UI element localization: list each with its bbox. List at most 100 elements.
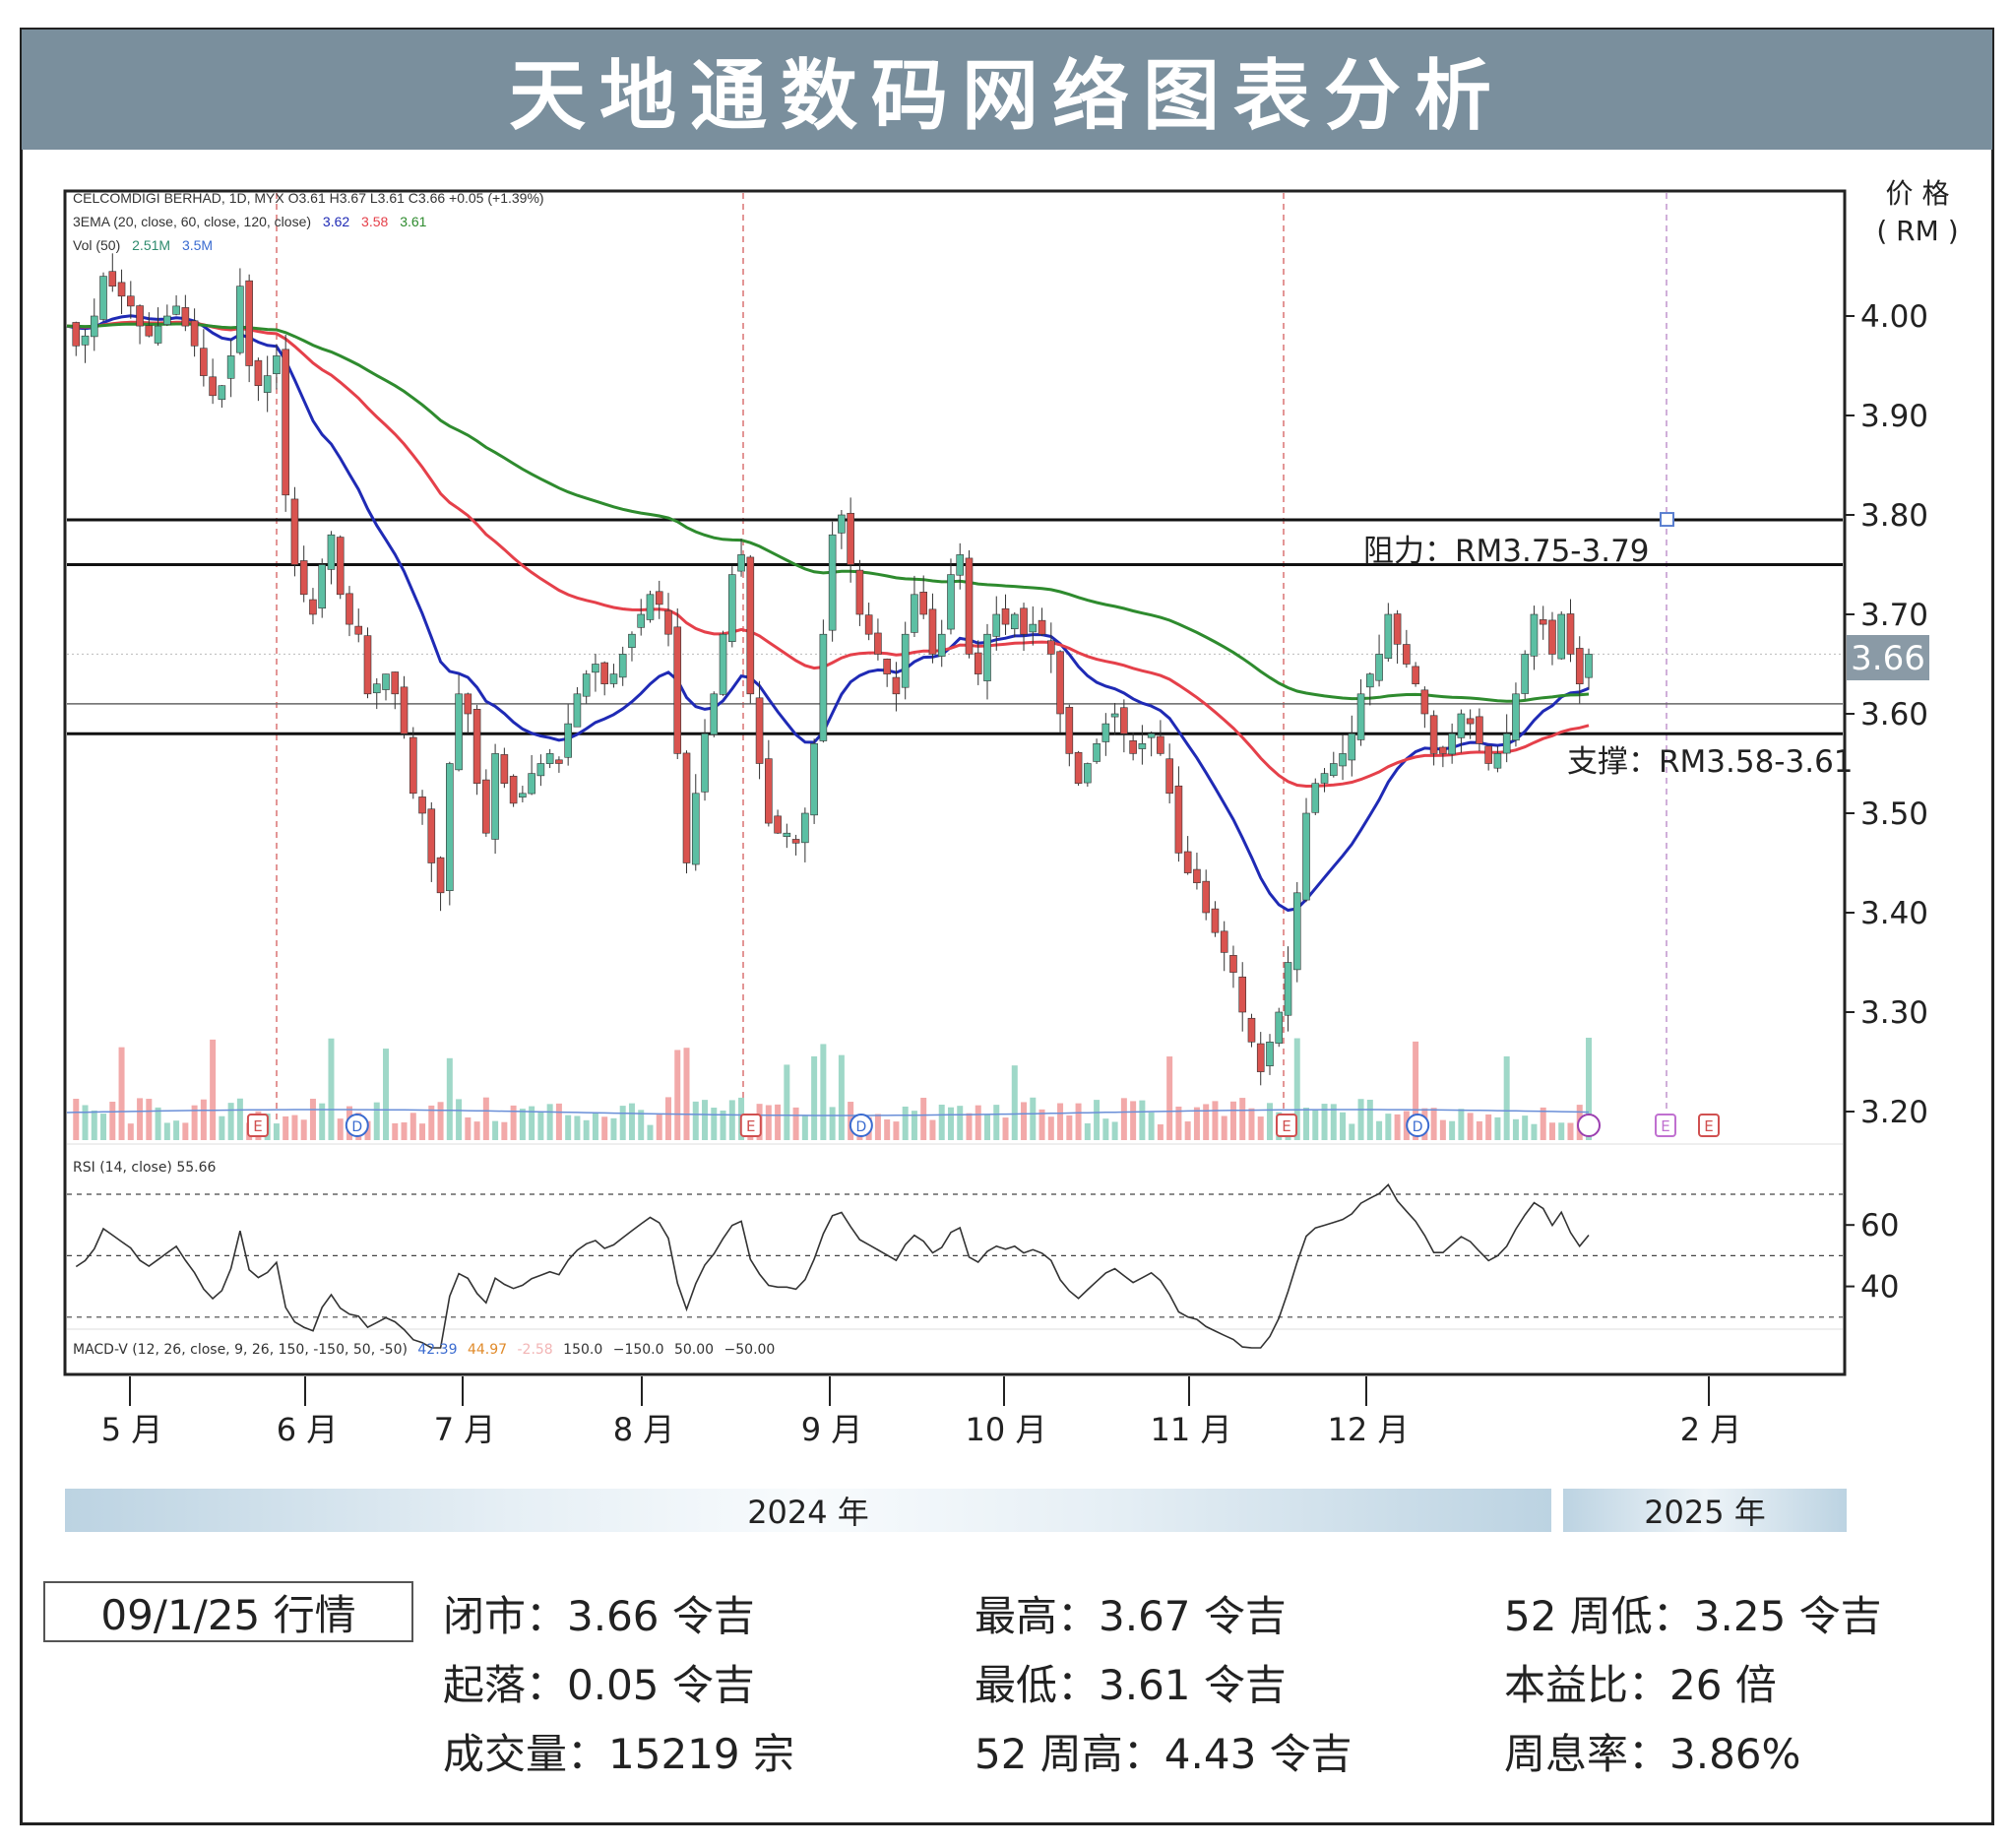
volume-bar xyxy=(419,1123,426,1140)
candle-body xyxy=(1275,1011,1284,1044)
volume-bar xyxy=(1293,1038,1300,1140)
volume-bar xyxy=(1413,1041,1419,1140)
candle-body xyxy=(327,534,336,570)
candle-body xyxy=(190,320,199,347)
y-tick-label: 4.00 xyxy=(1860,299,1928,335)
volume-bar xyxy=(1229,1101,1236,1140)
volume-bar xyxy=(401,1122,408,1140)
volume-bar xyxy=(1586,1038,1592,1140)
resistance-label: 阻力：RM3.75-3.79 xyxy=(1363,534,1650,569)
candle-body xyxy=(400,686,409,734)
volume-bar xyxy=(146,1099,153,1140)
volume-bar xyxy=(1522,1115,1529,1140)
candle-body xyxy=(1548,619,1556,655)
volume-bar xyxy=(337,1118,344,1140)
candle-body xyxy=(346,593,353,625)
volume-bar xyxy=(1130,1101,1137,1140)
title-bar: 天地通数码网络图表分析 xyxy=(22,30,1992,150)
volume-bar xyxy=(1458,1109,1465,1140)
candle-body xyxy=(1229,955,1237,973)
plot-frame xyxy=(63,189,1847,1376)
rsi-panel xyxy=(67,1182,1843,1349)
volume-bar xyxy=(1266,1103,1273,1140)
candle-body xyxy=(1101,723,1110,742)
volume-bar xyxy=(792,1107,799,1140)
volume-bar xyxy=(1184,1121,1191,1140)
level-lines xyxy=(67,512,1843,735)
dividend-marker-letter: D xyxy=(855,1119,866,1135)
candle-body xyxy=(99,276,107,320)
dividend-marker xyxy=(849,1114,873,1137)
candle-body xyxy=(363,635,372,695)
x-tick-label: 12 月 xyxy=(1328,1411,1410,1448)
legend-ema-120: 3.61 xyxy=(400,214,426,229)
candle-body xyxy=(200,348,208,376)
volume-bar xyxy=(236,1098,243,1140)
candle-body xyxy=(746,556,755,695)
candle-body xyxy=(136,305,144,327)
candle-body xyxy=(1566,613,1575,655)
candle-body xyxy=(1502,733,1511,754)
volume-bar xyxy=(574,1115,581,1140)
x-tick-label: 6 月 xyxy=(277,1411,339,1448)
candle-body xyxy=(1174,785,1183,854)
candle-body xyxy=(482,779,490,834)
candle-body xyxy=(1412,666,1419,685)
candle-body xyxy=(209,376,217,397)
stat-high: 最高：3.67 令吉 xyxy=(975,1592,1287,1640)
candle-body xyxy=(783,832,791,838)
candle-body xyxy=(427,808,436,863)
candle-body xyxy=(1512,693,1520,741)
volume-bar xyxy=(1303,1108,1310,1140)
candle-body xyxy=(536,763,545,777)
volume-bar xyxy=(319,1103,326,1140)
volume-bar xyxy=(884,1119,891,1140)
candle-body xyxy=(1585,654,1593,678)
candle-body xyxy=(1065,707,1074,754)
candle-body xyxy=(1466,718,1475,725)
volume-bar xyxy=(1548,1122,1555,1140)
candle-body xyxy=(509,776,518,804)
candle-body xyxy=(1366,673,1374,688)
macd-title: MACD-V (12, 26, close, 9, 26, 150, -150,… xyxy=(73,1342,408,1358)
candle-body xyxy=(1457,713,1466,738)
volume-bar xyxy=(711,1108,718,1140)
volume-bar xyxy=(137,1098,144,1140)
dividend-marker-letter: D xyxy=(351,1119,362,1135)
candle-body xyxy=(600,662,608,685)
y-tick-label: 3.40 xyxy=(1860,896,1928,931)
candle-body xyxy=(727,574,736,643)
volume-bar xyxy=(993,1105,1000,1140)
volume-bar xyxy=(1011,1065,1018,1140)
candle-body xyxy=(1403,644,1411,665)
volume-bar xyxy=(1503,1055,1510,1140)
volume-bar xyxy=(1385,1114,1392,1140)
earnings-marker xyxy=(1276,1114,1297,1137)
candle-body xyxy=(72,322,81,347)
candle-body xyxy=(1129,740,1137,754)
volume-bar xyxy=(191,1105,198,1140)
volume-bar xyxy=(1221,1115,1227,1140)
volume-bar xyxy=(728,1100,735,1140)
candle-body xyxy=(1074,751,1083,785)
volume-bar xyxy=(501,1121,508,1140)
x-tick-label: 5 月 xyxy=(101,1411,163,1448)
candle-body xyxy=(382,673,390,690)
stat-yield: 周息率：3.86% xyxy=(1504,1730,1801,1778)
split-marker xyxy=(1577,1114,1601,1137)
stat-change: 起落：0.05 令吉 xyxy=(443,1661,755,1709)
year-label-2025: 2025 年 xyxy=(1644,1494,1766,1531)
volume-bar xyxy=(82,1105,89,1140)
volume-bar xyxy=(456,1099,463,1140)
candle-body xyxy=(1001,607,1010,625)
volume-bar xyxy=(519,1109,526,1140)
event-markers: E D E D E D EE xyxy=(246,1114,1720,1137)
volume-bar xyxy=(565,1115,572,1140)
volume-bar xyxy=(200,1099,207,1140)
candle-body xyxy=(1029,623,1038,633)
legend-vol-label: Vol (50) xyxy=(73,237,120,253)
volume-bar xyxy=(893,1121,900,1140)
support-label: 支撑：RM3.58-3.61 xyxy=(1567,744,1854,780)
candle-body xyxy=(555,759,563,764)
candle-body xyxy=(919,592,928,615)
